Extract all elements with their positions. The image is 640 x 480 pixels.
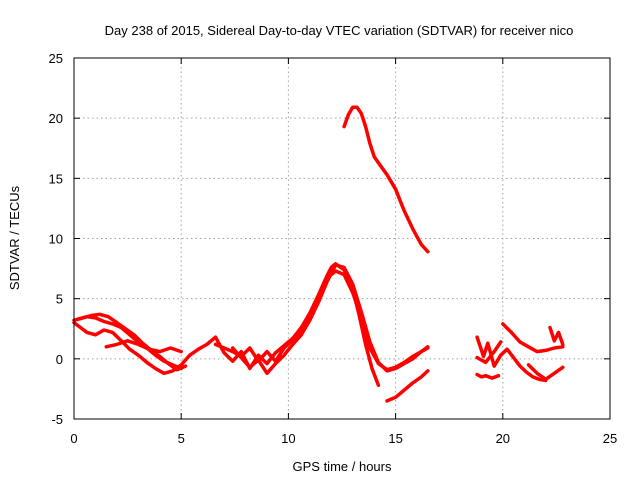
y-tick-label: 25 (49, 51, 63, 66)
data-series (72, 105, 565, 403)
x-tick-label: 5 (178, 431, 185, 446)
x-tick-label: 0 (70, 431, 77, 446)
chart-grid (74, 58, 610, 419)
x-axis-label: GPS time / hours (293, 459, 392, 474)
series-line-track-1 (72, 320, 218, 376)
series-line-track-13 (501, 322, 565, 354)
series-line-track-4 (104, 339, 183, 354)
y-tick-label: 20 (49, 111, 63, 126)
series-line-track-10 (475, 335, 548, 383)
y-tick-label: 5 (56, 292, 63, 307)
y-tick-label: 10 (49, 232, 63, 247)
plot-frame (73, 57, 611, 420)
chart-title: Day 238 of 2015, Sidereal Day-to-day VTE… (105, 23, 574, 38)
y-axis-label: SDTVAR / TECUs (7, 185, 22, 290)
x-tick-label: 25 (603, 431, 617, 446)
series-line-track-12 (475, 340, 503, 365)
x-tick-label: 15 (388, 431, 402, 446)
series-line-track-7 (230, 263, 430, 376)
tick-labels: 0 5 10 15 20 25 -5 0 5 10 15 20 25 (49, 51, 618, 446)
series-line-track-8 (385, 369, 430, 403)
series-line-track-15 (548, 325, 565, 347)
series-line-track-9 (342, 105, 430, 254)
series-line-track-14 (526, 363, 565, 382)
y-tick-label: -5 (51, 412, 63, 427)
x-tick-label: 10 (281, 431, 295, 446)
series-line-track-11 (475, 372, 501, 380)
x-tick-label: 20 (496, 431, 510, 446)
series-line-track-3 (76, 314, 183, 371)
series-line-track-5 (213, 262, 381, 388)
y-tick-label: 15 (49, 171, 63, 186)
y-tick-label: 0 (56, 352, 63, 367)
